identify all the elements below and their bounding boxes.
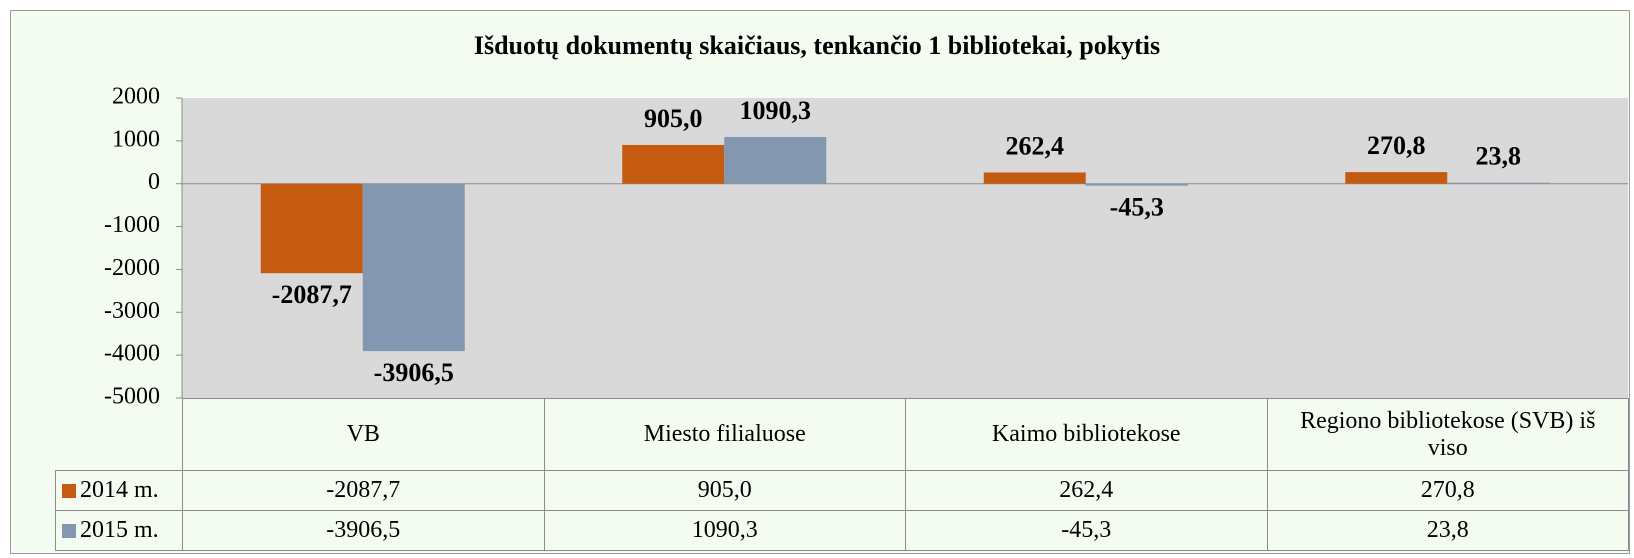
data-label: -2087,7 [272, 280, 352, 309]
y-tick-label: -3000 [104, 298, 160, 324]
y-tick-label: 2000 [112, 84, 160, 110]
y-tick-label: -4000 [104, 341, 160, 367]
table-header: Miesto filialuose [543, 398, 906, 471]
data-label: 262,4 [1006, 131, 1065, 160]
table-cell: -2087,7 [182, 470, 545, 511]
data-label: -45,3 [1110, 193, 1164, 222]
chart-title: Išduotų dokumentų skaičiaus, tenkančio 1… [474, 31, 1160, 60]
data-label: 23,8 [1476, 142, 1522, 171]
legend-swatch [62, 483, 76, 498]
bar [362, 183, 465, 352]
bar [1085, 183, 1188, 186]
y-tick-label: -5000 [104, 384, 160, 410]
legend-entry: 2014 m. [55, 470, 183, 511]
table-header: Regiono bibliotekose (SVB) iš viso [1266, 398, 1629, 471]
legend-swatch [62, 523, 76, 538]
data-label: 1090,3 [740, 96, 812, 125]
table-header: Kaimo bibliotekose [905, 398, 1268, 471]
table-cell: 262,4 [905, 470, 1268, 511]
bar [260, 183, 363, 274]
data-label: 270,8 [1367, 131, 1426, 160]
table-header: VB [182, 398, 545, 471]
legend-entry: 2015 m. [55, 510, 183, 551]
data-label: -3906,5 [374, 358, 454, 387]
table-cell: 905,0 [543, 470, 906, 511]
bar [724, 136, 827, 184]
y-tick-label: -1000 [104, 212, 160, 238]
data-label: 905,0 [644, 104, 703, 133]
y-tick-label: 0 [148, 169, 160, 195]
y-tick-label: -2000 [104, 255, 160, 281]
bar [983, 172, 1086, 184]
legend-label: 2014 m. [80, 477, 159, 503]
table-cell: -3906,5 [182, 510, 545, 551]
bar [1345, 172, 1448, 184]
y-tick-label: 1000 [112, 126, 160, 152]
table-cell: 270,8 [1266, 470, 1629, 511]
table-cell: 1090,3 [543, 510, 906, 551]
bar [1447, 182, 1550, 184]
legend-label: 2015 m. [80, 517, 159, 543]
bar [622, 144, 725, 184]
table-cell: -45,3 [905, 510, 1268, 551]
table-cell: 23,8 [1266, 510, 1629, 551]
